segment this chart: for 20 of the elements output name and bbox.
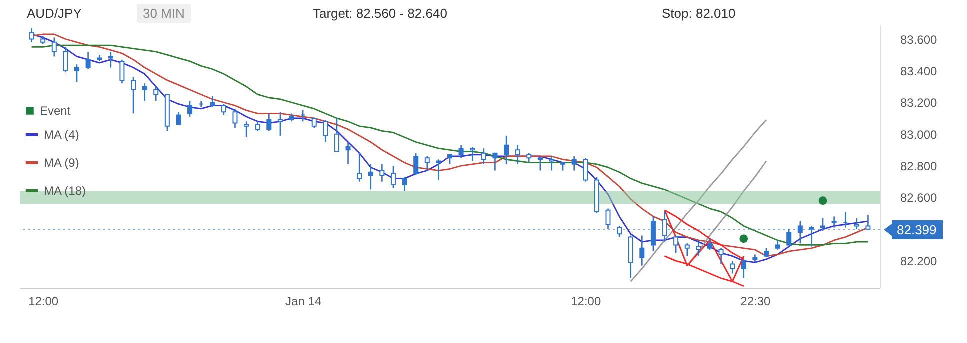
text: Target: 82.560 - 82.640 — [313, 6, 448, 21]
legend-label: MA (4) — [44, 128, 80, 142]
chart-title: AUD/JPY — [27, 6, 82, 21]
y-tick-label: 83.600 — [900, 32, 938, 47]
y-tick-label: 82.600 — [900, 191, 938, 206]
legend-label: MA (9) — [44, 156, 80, 170]
y-tick-label: 83.000 — [900, 128, 938, 142]
y-tick-label: 82.800 — [900, 160, 938, 174]
y-tick-label: 83.400 — [900, 64, 938, 78]
text: Stop: 82.010 — [662, 6, 736, 21]
x-tick-label: 12:00 — [571, 294, 602, 308]
legend-label: MA (18) — [44, 184, 86, 198]
x-tick-label: 12:00 — [28, 294, 59, 308]
legend-label: Event — [40, 104, 72, 118]
y-tick-label: 82.200 — [900, 254, 938, 269]
chart-subtitle: 30 MIN — [137, 4, 191, 23]
ref-line-label: 82.399 — [892, 220, 943, 240]
x-tick-label: Jan 14 — [286, 294, 322, 308]
x-tick-label: 22:30 — [740, 294, 772, 308]
y-tick-label: 83.200 — [900, 96, 938, 110]
